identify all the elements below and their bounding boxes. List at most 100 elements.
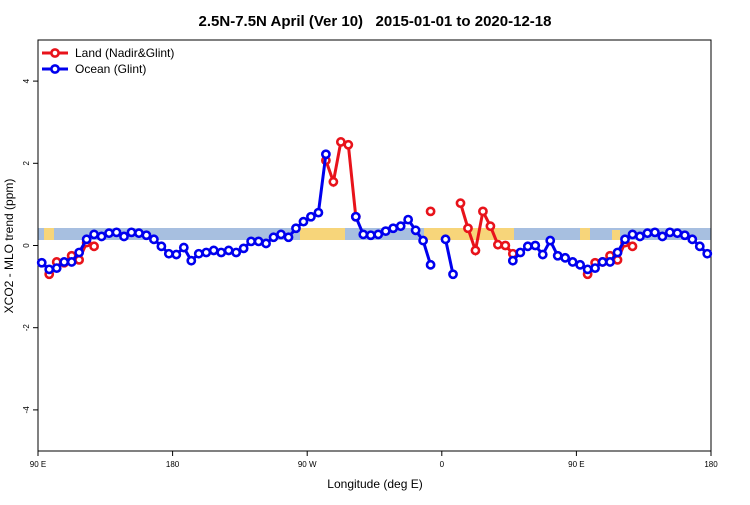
data-point bbox=[380, 226, 391, 237]
data-point bbox=[149, 234, 159, 245]
data-point bbox=[635, 231, 645, 242]
data-point bbox=[36, 257, 47, 268]
y-tick-label: 2 bbox=[22, 161, 31, 166]
data-point bbox=[156, 241, 167, 252]
data-point bbox=[597, 257, 608, 267]
data-point bbox=[104, 228, 114, 239]
data-point bbox=[216, 247, 227, 258]
data-point bbox=[395, 221, 406, 232]
data-point bbox=[694, 241, 705, 252]
y-tick-label: -2 bbox=[22, 324, 31, 332]
data-point bbox=[575, 259, 586, 270]
data-point bbox=[186, 255, 197, 266]
data-point bbox=[500, 240, 511, 251]
data-point bbox=[223, 245, 234, 256]
data-point bbox=[650, 227, 660, 238]
data-point bbox=[687, 234, 698, 245]
data-point bbox=[567, 257, 578, 267]
x-tick-label: 0 bbox=[440, 460, 445, 469]
data-point bbox=[96, 231, 107, 242]
data-point bbox=[89, 229, 99, 240]
data-point bbox=[672, 228, 683, 239]
data-point bbox=[119, 231, 129, 242]
data-point bbox=[89, 241, 99, 252]
data-point bbox=[268, 232, 279, 243]
data-point bbox=[141, 230, 152, 241]
data-point bbox=[134, 228, 144, 239]
legend-label: Ocean (Glint) bbox=[75, 62, 146, 76]
data-point bbox=[320, 149, 331, 160]
data-point bbox=[335, 137, 346, 147]
data-point bbox=[313, 207, 324, 218]
data-point bbox=[238, 243, 249, 254]
data-point bbox=[485, 221, 496, 232]
data-point bbox=[455, 198, 466, 209]
data-point bbox=[343, 139, 354, 150]
data-point bbox=[702, 248, 713, 259]
y-tick-label: 0 bbox=[22, 243, 31, 248]
data-point bbox=[560, 252, 571, 263]
data-point bbox=[627, 241, 638, 252]
data-point bbox=[590, 263, 600, 274]
data-point bbox=[358, 229, 369, 240]
data-point bbox=[657, 231, 668, 242]
data-point bbox=[664, 227, 675, 238]
plot-frame bbox=[37, 39, 712, 452]
land-patch bbox=[44, 228, 54, 240]
data-point bbox=[605, 257, 615, 267]
data-point bbox=[178, 242, 189, 253]
data-point bbox=[231, 247, 242, 258]
land-patch bbox=[612, 230, 620, 240]
chart-title: 2.5N-7.5N April (Ver 10) 2015-01-01 to 2… bbox=[199, 13, 552, 30]
x-tick-label: 90 E bbox=[30, 460, 46, 469]
x-tick-label: 180 bbox=[166, 460, 180, 469]
data-point bbox=[291, 223, 301, 234]
data-point bbox=[470, 245, 481, 256]
data-point bbox=[537, 249, 548, 260]
y-tick-label: 4 bbox=[22, 78, 31, 83]
data-point bbox=[306, 211, 316, 222]
data-point bbox=[582, 264, 593, 275]
data-point bbox=[328, 176, 339, 187]
data-point bbox=[463, 223, 473, 234]
data-point bbox=[126, 227, 137, 238]
data-point bbox=[201, 247, 212, 258]
legend-marker bbox=[50, 48, 60, 58]
x-tick-label: 180 bbox=[704, 460, 718, 469]
data-point bbox=[545, 235, 556, 246]
data-point bbox=[208, 245, 219, 256]
data-point bbox=[425, 206, 436, 217]
legend-marker bbox=[50, 64, 60, 74]
data-point bbox=[388, 223, 399, 234]
x-axis-title: Longitude (deg E) bbox=[327, 477, 422, 491]
land-patch bbox=[300, 228, 345, 240]
data-point bbox=[44, 264, 55, 275]
data-point bbox=[74, 247, 85, 258]
data-point bbox=[552, 250, 563, 261]
data-point bbox=[171, 249, 182, 260]
y-axis-title: XCO2 - MLO trend (ppm) bbox=[2, 179, 16, 314]
data-point bbox=[253, 236, 264, 247]
data-point bbox=[365, 230, 376, 241]
data-point bbox=[163, 248, 174, 259]
data-point bbox=[246, 236, 257, 247]
data-point bbox=[448, 269, 458, 280]
data-point bbox=[425, 259, 436, 270]
data-point bbox=[492, 239, 503, 250]
data-point bbox=[612, 247, 623, 258]
data-point bbox=[276, 229, 286, 240]
data-point bbox=[193, 248, 204, 259]
data-point bbox=[627, 229, 638, 240]
data-point bbox=[261, 238, 271, 249]
data-point bbox=[283, 232, 294, 243]
data-point bbox=[522, 241, 533, 252]
x-tick-label: 90 W bbox=[298, 460, 317, 469]
data-point bbox=[350, 211, 361, 222]
data-point bbox=[403, 214, 414, 225]
data-point bbox=[478, 206, 488, 217]
data-point bbox=[418, 235, 429, 246]
data-point bbox=[298, 216, 309, 227]
data-point bbox=[642, 228, 653, 239]
data-point bbox=[373, 229, 384, 240]
